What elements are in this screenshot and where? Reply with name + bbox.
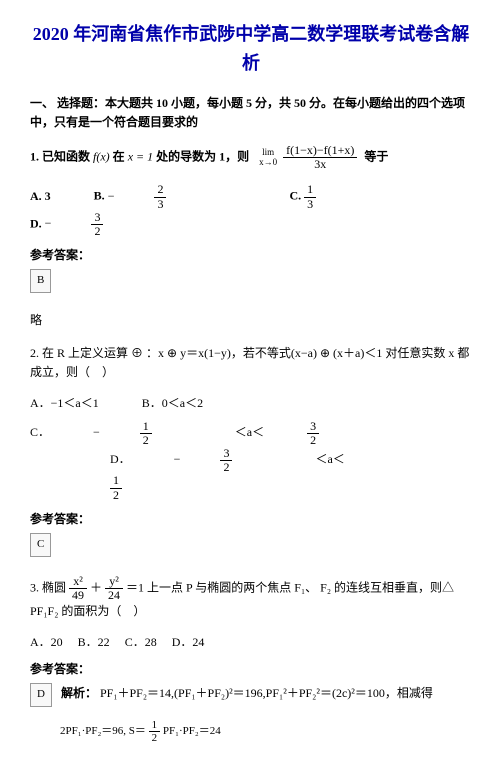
q2-sym1: ⊕ (131, 346, 143, 360)
q2-ans-label: 参考答案： (30, 510, 472, 529)
q3-text-c: 的连线互相垂直，则△ (334, 580, 454, 594)
q2-options-cd: C． −12 ＜a＜ 32 D． −32 ＜a＜ 12 (30, 420, 472, 502)
q1-text-b: 在 (113, 149, 125, 163)
q1-fx: f(x) (93, 149, 110, 163)
q1-text-a: 1. 已知函数 (30, 149, 90, 163)
q2-text-b: ：x (146, 346, 164, 360)
q1-note: 略 (30, 311, 472, 330)
q1-stem: 1. 已知函数 f(x) 在 x = 1 处的导数为 1，则 lim x→0 f… (30, 144, 472, 171)
q1-frac-num: f(1−x)−f(1+x) (283, 144, 357, 158)
q3-stem: 3. 椭圆 x²49 ＋ y²24 ＝1 上一点 P 与椭圆的两个焦点 F₁、 … (30, 575, 472, 622)
q3-options: A．20 B．22 C．28 D．24 (30, 633, 472, 652)
q3-text-a: 3. 椭圆 (30, 580, 66, 594)
q3-expl2: 2PF₁·PF₂＝96, S＝ 12 PF₁·PF₂＝24 (60, 719, 472, 744)
q3-optB: B．22 (78, 633, 110, 652)
q1-ans-label: 参考答案： (30, 246, 472, 265)
q3-f1-num: x² (69, 575, 87, 589)
q3-tri: PF₁F₂ (30, 604, 58, 618)
q1-text-d: 等于 (364, 149, 388, 163)
q1-x1: x = 1 (128, 149, 153, 163)
q2-optA: A．−1＜a＜1 (30, 394, 99, 413)
q3-eq1: ＝1 (126, 580, 144, 594)
q3-f2-num: y² (105, 575, 123, 589)
q3-text-d: 的面积为（ ） (61, 604, 145, 618)
q2-sym2: ⊕ (167, 346, 177, 360)
q3-f2-den: 24 (105, 589, 123, 602)
q3-f1-den: 49 (69, 589, 87, 602)
q3-answer-row: D 解析： PF₁＋PF₂＝14,(PF₁＋PF₂)²＝196,PF₁²＋PF₂… (30, 679, 472, 711)
q1-optA: A. 3 (30, 187, 51, 206)
q2-optC: C． −12 ＜a＜ 32 (30, 420, 399, 447)
section-header: 一、 选择题：本大题共 10 小题，每小题 5 分，共 50 分。在每小题给出的… (30, 94, 472, 132)
q1-optB: B. −23 (94, 183, 247, 210)
q3-text-b: 上一点 P 与椭圆的两个焦点 (147, 580, 291, 594)
q1-answer: B (30, 269, 51, 293)
q3-ans-label: 参考答案： (30, 660, 472, 679)
q1-optC: C. 13 (289, 183, 396, 210)
q2-text-a: 2. 在 R 上定义运算 (30, 346, 128, 360)
q3-expl2-a: 2PF₁·PF₂＝96, S＝ (60, 725, 146, 737)
q1-options: A. 3 B. −23 C. 13 D. −32 (30, 183, 472, 238)
q1-optD: D. −32 (30, 211, 183, 238)
q3-F1: F₁ (294, 580, 305, 594)
q3-optC: C．28 (125, 633, 157, 652)
q3-F2: F₂ (320, 580, 331, 594)
q3-expl1: PF₁＋PF₂＝14,(PF₁＋PF₂)²＝196,PF₁²＋PF₂²＝(2c)… (100, 686, 433, 700)
q1-lim-sub: x→0 (256, 158, 280, 168)
q3-expl2-b: PF₁·PF₂＝24 (163, 725, 221, 737)
q1-text-c: 处的导数为 1，则 (156, 149, 249, 163)
q2-sym3: ⊕ (320, 346, 330, 360)
q2-optB: B．0＜a＜2 (142, 394, 203, 413)
q3-plus: ＋ (90, 580, 102, 594)
q2-answer: C (30, 533, 51, 557)
q3-optA: A．20 (30, 633, 63, 652)
q3-optD: D．24 (172, 633, 205, 652)
q1-frac-den: 3x (283, 158, 357, 171)
q2-optD: D． −32 ＜a＜ 12 (110, 447, 432, 502)
page-title: 2020 年河南省焦作市武陟中学高二数学理联考试卷含解析 (30, 20, 472, 78)
q2-options-ab: A．−1＜a＜1 B．0＜a＜2 (30, 394, 472, 413)
q3-expl-label: 解析： (61, 686, 97, 700)
q3-answer: D (30, 683, 52, 707)
q2-text-c: y＝x(1−y)，若不等式(x−a) (180, 346, 317, 360)
q2-stem: 2. 在 R 上定义运算 ⊕ ：x ⊕ y＝x(1−y)，若不等式(x−a) ⊕… (30, 344, 472, 382)
